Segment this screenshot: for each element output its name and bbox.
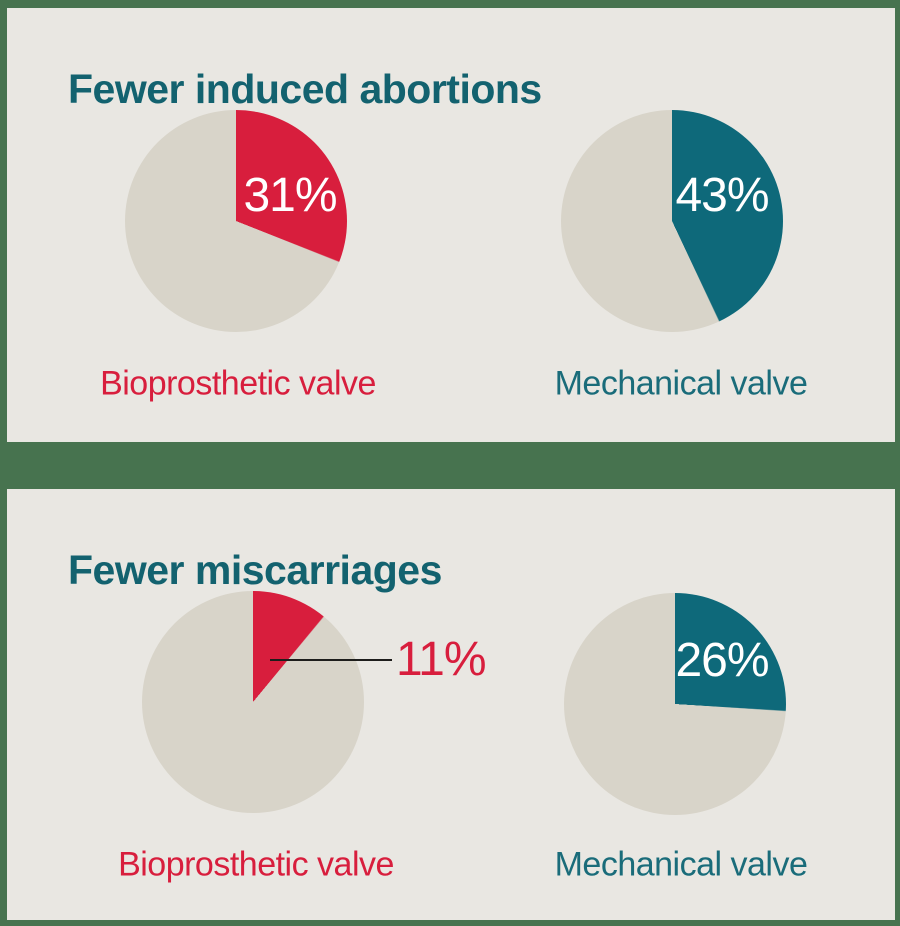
pie-chart-bioprosthetic-miscarriages [142,591,364,813]
panel-title-induced-abortions: Fewer induced abortions [68,66,542,113]
pie-value-label: 26% [675,634,769,687]
pie-chart-mechanical-induced-abortions [561,110,783,332]
callout-leader-line [270,659,392,661]
valve-label-bioprosthetic: Bioprosthetic valve [100,364,376,403]
pie-value-label: 11% [396,633,487,686]
pie-chart-mechanical-miscarriages [564,593,786,815]
panel-title-miscarriages: Fewer miscarriages [68,547,442,594]
pie-value-label: 31% [243,169,337,222]
valve-label-mechanical: Mechanical valve [554,364,808,403]
panel-induced-abortions: Fewer induced abortions 31% 43% Bioprost… [7,8,895,442]
valve-label-bioprosthetic: Bioprosthetic valve [118,845,394,884]
pie-value-label: 43% [675,169,769,222]
pie-chart-bioprosthetic-induced-abortions [125,110,347,332]
panel-miscarriages: Fewer miscarriages 11% 26% Bioprosthetic… [7,489,895,920]
valve-label-mechanical: Mechanical valve [554,845,808,884]
